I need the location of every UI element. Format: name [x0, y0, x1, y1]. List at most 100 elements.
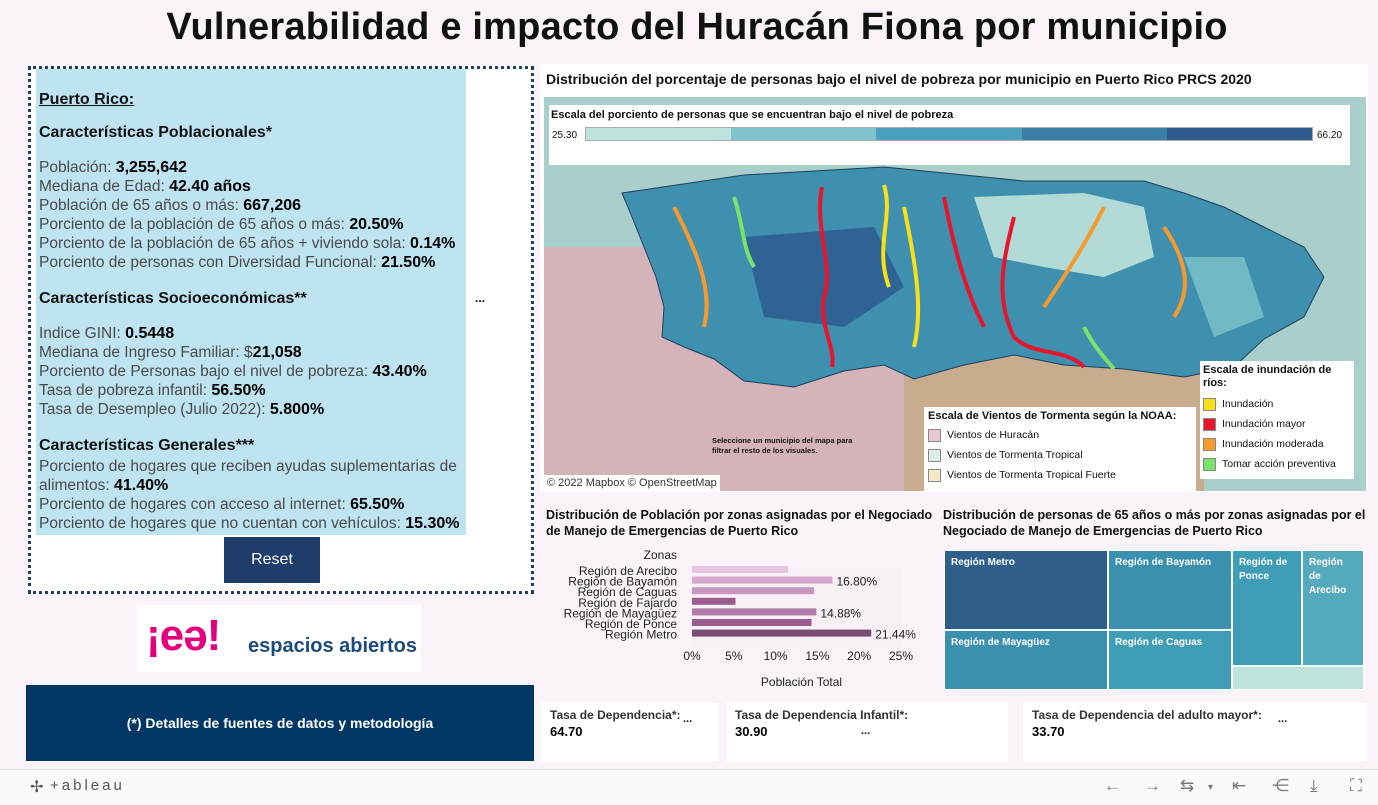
category-label: Región de Caguas [578, 585, 677, 599]
elderly-treemap-panel: Distribución de personas de 65 años o má… [940, 500, 1368, 694]
treemap-cell[interactable]: Región de Arecibo [1302, 550, 1364, 666]
info-line-label: Porciento de Personas bajo el nivel de p… [39, 363, 373, 380]
map-attribution[interactable]: © 2022 Mapbox © OpenStreetMap [544, 475, 720, 491]
treemap-cell[interactable]: Región Metro [944, 550, 1108, 630]
legend-swatch [1203, 457, 1216, 471]
legend-item[interactable]: Vientos de Tormenta Tropical [928, 445, 1196, 465]
details-button[interactable]: (*) Detalles de fuentes de datos y metod… [26, 685, 534, 761]
category-label: Región de Ponce [585, 617, 677, 631]
revert-icon[interactable]: ⇆ [1180, 776, 1195, 795]
info-line: Población: 3,255,642 [39, 158, 460, 177]
scale-bar [585, 127, 1313, 141]
fullscreen-icon[interactable]: ⛶ [1350, 776, 1362, 795]
bar[interactable] [692, 608, 817, 616]
population-bar-panel: Distribución de Población por zonas asig… [540, 500, 934, 694]
kpi-value: 33.70 [1032, 724, 1065, 739]
page-title: Vulnerabilidad e impacto del Huracán Fio… [166, 6, 1228, 48]
bar[interactable] [692, 597, 736, 605]
treemap-cell[interactable]: Región de Mayagüez [944, 630, 1108, 690]
scale-max: 66.20 [1317, 130, 1343, 141]
scale-swatch [1021, 128, 1167, 140]
treemap-cell[interactable]: Región de Caguas [1108, 630, 1232, 690]
info-line-label: Porciento de hogares que no cuentan con … [39, 515, 406, 532]
scale-swatch [731, 128, 877, 140]
info-line-label: Porciento de personas con Diversidad Fun… [39, 254, 382, 271]
undo-icon[interactable]: ← [1104, 776, 1121, 795]
river-line [1042, 206, 1106, 309]
noaa-legend: Escala de Vientos de Tormenta según la N… [924, 407, 1196, 491]
river-line [942, 196, 986, 328]
x-axis-title: Población Total [761, 675, 842, 689]
info-line: Mediana de Edad: 42.40 años [39, 177, 460, 196]
legend-item[interactable]: Inundación moderada [1203, 434, 1354, 454]
category-label: Región de Arecibo [579, 564, 677, 578]
info-line-value: 667,206 [243, 197, 302, 214]
info-line-label: Tasa de pobreza infantil: [39, 382, 212, 399]
tableau-logo[interactable]: +ableau [50, 777, 125, 794]
legend-label: Vientos de Tormenta Tropical [947, 449, 1083, 461]
legend-label: Tomar acción preventiva [1222, 458, 1336, 470]
info-box: Puerto Rico: Características Poblacional… [36, 69, 466, 535]
info-line: Porciento de la población de 65 años + v… [39, 234, 460, 253]
island-shape[interactable] [621, 166, 1325, 388]
legend-item[interactable]: Tomar acción preventiva [1203, 454, 1354, 474]
legend-swatch [928, 428, 941, 442]
legend-item[interactable]: Inundación [1203, 394, 1354, 414]
info-line-value: 56.50% [211, 382, 266, 399]
redo-icon[interactable]: → [1144, 776, 1161, 795]
treemap-cell[interactable]: Región de Ponce [1232, 550, 1302, 666]
treemap[interactable]: Región Metro Región de Bayamón Región de P… [944, 550, 1364, 690]
bar[interactable] [692, 629, 872, 637]
reset-button[interactable]: Reset [224, 537, 320, 583]
map-canvas[interactable]: Escala del porciento de personas que se … [544, 97, 1366, 491]
gen-heading: Características Generales*** [39, 437, 255, 454]
legend-item[interactable]: Vientos de Tormenta Tropical Fuerte [928, 465, 1196, 485]
info-line: Tasa de pobreza infantil: 56.50% [39, 381, 460, 400]
info-line-value: 0.5448 [125, 325, 175, 342]
river-line [1082, 326, 1116, 371]
flood-legend-title: Escala de inundación de ríos: [1203, 364, 1332, 389]
revert-dropdown-icon[interactable]: ▾ [1208, 782, 1214, 793]
map-instructions: Seleccione un municipio del mapa para fi… [712, 436, 853, 455]
info-line-value: 20.50% [349, 216, 404, 233]
category-label: Región de Bayamón [568, 575, 677, 589]
flood-legend: Escala de inundación de ríos: Inundación… [1200, 361, 1354, 479]
x-tick-label: 25% [889, 649, 913, 663]
info-line: Tasa de Desempleo (Julio 2022): 5.800% [39, 400, 460, 419]
treemap-cell[interactable]: Región de Bayamón [1108, 550, 1232, 630]
bar[interactable] [692, 619, 812, 626]
legend-label: Inundación moderada [1222, 438, 1324, 450]
map-panel: Distribución del porcentaje de personas … [540, 64, 1368, 492]
bar[interactable] [692, 587, 815, 595]
scale-min: 25.30 [552, 130, 578, 141]
bar[interactable] [692, 576, 833, 584]
info-line: Población de 65 años o más: 667,206 [39, 196, 460, 215]
info-line-value: 0.14% [409, 235, 456, 252]
bar[interactable] [692, 566, 789, 573]
legend-item[interactable]: Inundación mayor [1203, 414, 1354, 434]
river-line [818, 186, 835, 368]
info-line: Porciento de hogares que reciben ayudas … [39, 457, 460, 495]
share-icon[interactable]: ⋲ [1272, 776, 1289, 795]
info-line: Porciento de la población de 65 años o m… [39, 215, 460, 234]
download-icon[interactable]: ⤓ [1310, 776, 1318, 795]
kpi-label: Tasa de Dependencia del adulto mayor*: [1032, 708, 1262, 722]
kpi-value: 64.70 [550, 724, 583, 739]
kpi-dependency: Tasa de Dependencia*: 64.70 ... [541, 703, 718, 761]
espacios-abiertos-logo: ¡eə! espacios abiertos [138, 605, 421, 672]
treemap-cell[interactable] [1232, 666, 1364, 690]
legend-swatch [928, 448, 941, 462]
kpi-more-icon[interactable]: ... [683, 713, 693, 725]
legend-item[interactable]: Vientos de Huracán [928, 425, 1196, 445]
river-line [902, 206, 921, 348]
kpi-more-icon[interactable]: ... [861, 725, 871, 737]
info-line-value: 15.30% [405, 515, 460, 532]
logo-mark: ¡eə! [146, 611, 221, 660]
info-line-value: 5.800% [269, 401, 325, 418]
info-line-value: 65.50% [350, 496, 405, 513]
first-icon[interactable]: ⇤ [1232, 776, 1247, 795]
kpi-more-icon[interactable]: ... [1278, 713, 1288, 725]
legend-label: Vientos de Huracán [947, 429, 1040, 441]
more-options-icon[interactable]: ... [475, 291, 486, 305]
